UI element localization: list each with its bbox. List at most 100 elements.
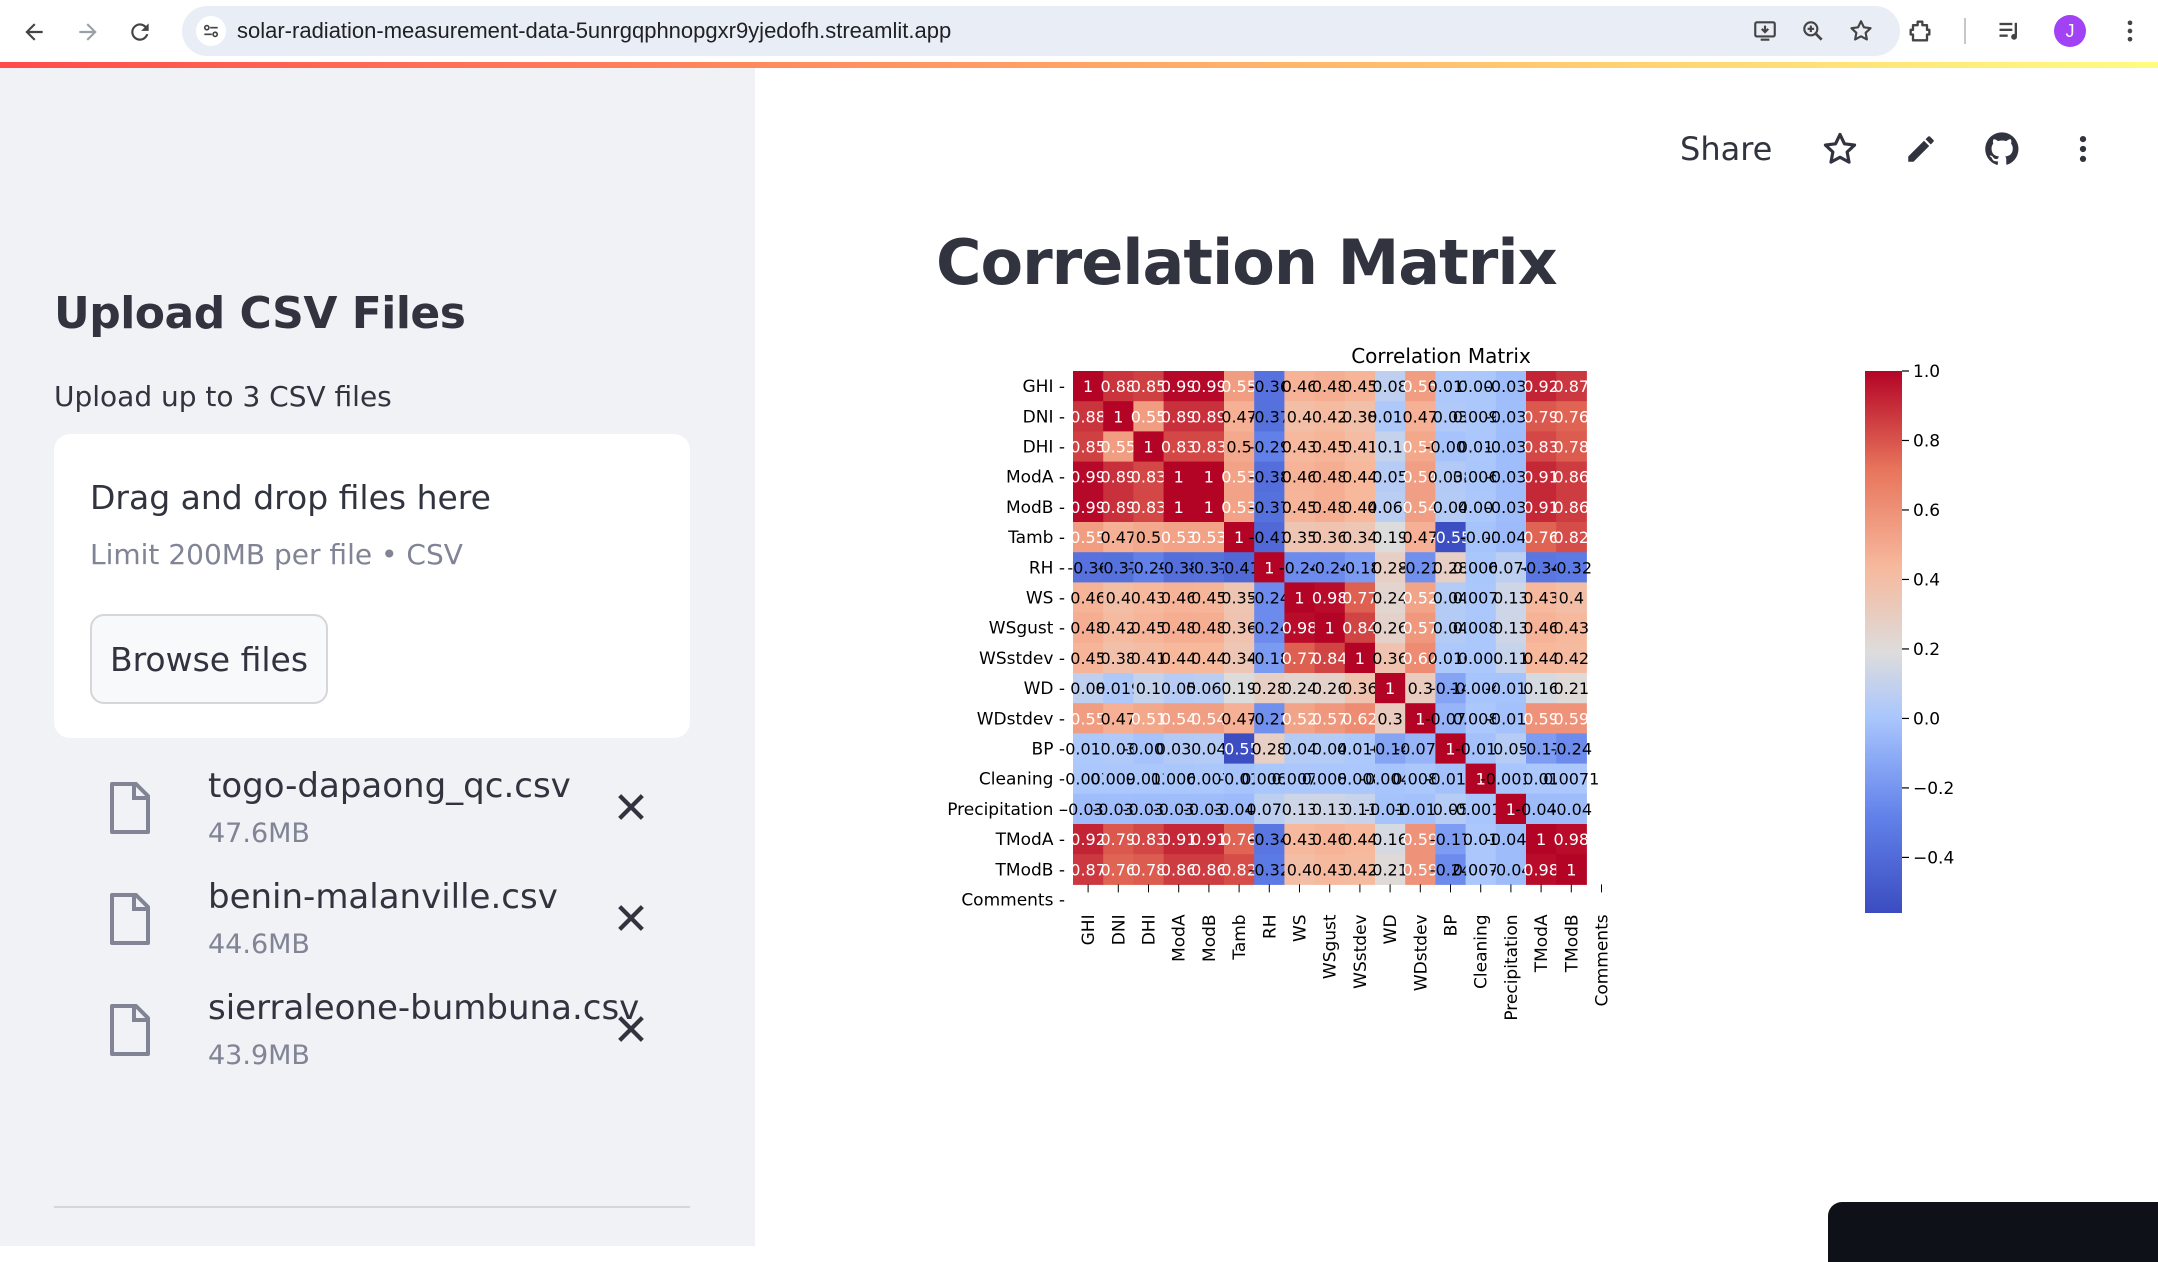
cell-value-label: 0.44 [1342, 468, 1378, 487]
back-button[interactable] [14, 12, 54, 52]
heatmap-cell [1224, 763, 1255, 795]
heatmap-cell [1375, 612, 1406, 644]
heatmap-cell [1163, 522, 1195, 553]
heatmap-cell [1224, 552, 1255, 583]
cell-value-label: 0.0085 [1453, 619, 1509, 638]
cell-value-label: 0.98 [1282, 619, 1318, 638]
close-icon[interactable] [614, 790, 648, 824]
cell-value-label: 0.11 [1342, 800, 1378, 819]
close-icon[interactable] [614, 901, 648, 935]
browse-files-button[interactable]: Browse files [90, 614, 328, 704]
heatmap-cell [1193, 612, 1225, 644]
url-text[interactable]: solar-radiation-measurement-data-5unrgqp… [237, 18, 952, 43]
heatmap-cell [1465, 854, 1497, 885]
cell-value-label: -0.55 [1430, 528, 1471, 547]
heatmap-cell [1495, 401, 1527, 432]
cell-value-label: -0.033 [1093, 800, 1145, 819]
github-button[interactable] [1982, 129, 2022, 169]
cell-value-label: 0.21 [1553, 679, 1589, 698]
reload-button[interactable] [120, 12, 160, 52]
heatmap-cell [1163, 431, 1195, 463]
file-dropzone[interactable]: Drag and drop files here Limit 200MB per… [54, 434, 690, 738]
cell-value-label: 0.01 [1463, 830, 1499, 849]
heatmap-cell [1526, 371, 1557, 402]
cell-value-label: 0.04 [1191, 740, 1227, 759]
uploaded-file-item: sierraleone-bumbuna.csv 43.9MB [54, 984, 690, 1084]
column-tick-label: WSgust [1321, 914, 1341, 979]
cell-value-label: 0.4 [1559, 589, 1584, 608]
cell-value-label: 0.76 [1100, 860, 1136, 879]
heatmap-cell [1073, 733, 1104, 765]
edit-button[interactable] [1901, 129, 1941, 169]
cell-value-label: 0.47 [1402, 528, 1438, 547]
cell-value-label: 0.42 [1342, 860, 1378, 879]
heatmap-cell [1495, 733, 1527, 765]
extensions-icon[interactable] [1906, 17, 1934, 45]
star-button[interactable] [1820, 129, 1860, 169]
cell-value-label: -0.017 [1455, 740, 1507, 759]
cell-value-label: 0.46 [1161, 589, 1197, 608]
cell-value-label: 0.83 [1523, 438, 1559, 457]
cell-value-label: -0.24 [1309, 558, 1350, 577]
profile-avatar[interactable]: J [2054, 15, 2086, 47]
cell-value-label: 0.4 [1287, 860, 1312, 879]
cell-value-label: 1 [1143, 438, 1153, 457]
heatmap-cell [1284, 854, 1316, 885]
sidebar: Upload CSV Files Upload up to 3 CSV file… [0, 68, 755, 1246]
row-tick-label: BP - [1032, 740, 1065, 760]
cell-value-label: 0.47 [1402, 407, 1438, 426]
heatmap-cell [1556, 461, 1587, 493]
install-app-icon[interactable] [1752, 18, 1778, 44]
cell-value-label: 1 [1234, 528, 1244, 547]
heatmap-cell [1254, 763, 1285, 795]
column-tick-label: ModB [1200, 914, 1220, 962]
cell-value-label: 0.45 [1282, 498, 1318, 517]
media-control-icon[interactable] [1996, 17, 2024, 45]
file-name: togo-dapaong_qc.csv [208, 766, 571, 806]
cell-value-label: 0.28 [1372, 558, 1408, 577]
uploaded-file-item: togo-dapaong_qc.csv 47.6MB [54, 762, 690, 862]
cell-value-label: 0.03 [1100, 740, 1136, 759]
cell-value-label: 0.0099 [1453, 407, 1509, 426]
close-icon[interactable] [614, 1012, 648, 1046]
heatmap-cell [1163, 793, 1195, 825]
heatmap-cell [1073, 793, 1104, 825]
app-menu-button[interactable] [2063, 129, 2103, 169]
cell-value-label: 0.46 [1070, 589, 1106, 608]
heatmap-cell [1133, 522, 1165, 553]
heatmap-cell [1193, 733, 1225, 765]
heatmap-cell [1193, 673, 1225, 704]
cell-value-label: 0.79 [1100, 830, 1136, 849]
app-toolbar: Share [1680, 124, 2103, 174]
address-bar[interactable]: solar-radiation-measurement-data-5unrgqp… [182, 6, 1900, 56]
heatmap-cell [1405, 461, 1436, 493]
heatmap-cell [1526, 733, 1557, 765]
chrome-menu-icon[interactable] [2116, 17, 2144, 45]
cell-value-label: 0.91 [1523, 468, 1559, 487]
heatmap-cell [1526, 703, 1557, 734]
heatmap-cell [1224, 733, 1255, 765]
heatmap-cell [1193, 642, 1225, 674]
zoom-icon[interactable] [1800, 18, 1826, 44]
cell-value-label: 0.26 [1312, 679, 1348, 698]
heatmap-cell [1254, 854, 1285, 885]
heatmap-cell [1495, 824, 1527, 855]
share-button[interactable]: Share [1680, 130, 1773, 168]
heatmap-cell [1163, 763, 1195, 795]
site-settings-icon[interactable] [196, 16, 226, 46]
heatmap-cell [1495, 431, 1527, 463]
manage-app-button[interactable] [1828, 1202, 2158, 1262]
cell-value-label: 0.34 [1342, 528, 1378, 547]
cell-value-label: 0.28 [1251, 740, 1287, 759]
heatmap-cell [1073, 854, 1104, 885]
forward-button[interactable] [68, 12, 108, 52]
heatmap-cell [1526, 401, 1557, 432]
more-vertical-icon [2080, 135, 2087, 163]
cell-value-label: 0.24 [1372, 589, 1408, 608]
column-tick-label: DHI [1140, 914, 1160, 945]
row-tick-label: ModB - [1006, 498, 1065, 518]
heatmap-cell [1435, 733, 1467, 765]
cell-value-label: 0.13 [1493, 619, 1529, 638]
bookmark-star-icon[interactable] [1848, 18, 1874, 44]
heatmap-cell [1344, 371, 1376, 402]
